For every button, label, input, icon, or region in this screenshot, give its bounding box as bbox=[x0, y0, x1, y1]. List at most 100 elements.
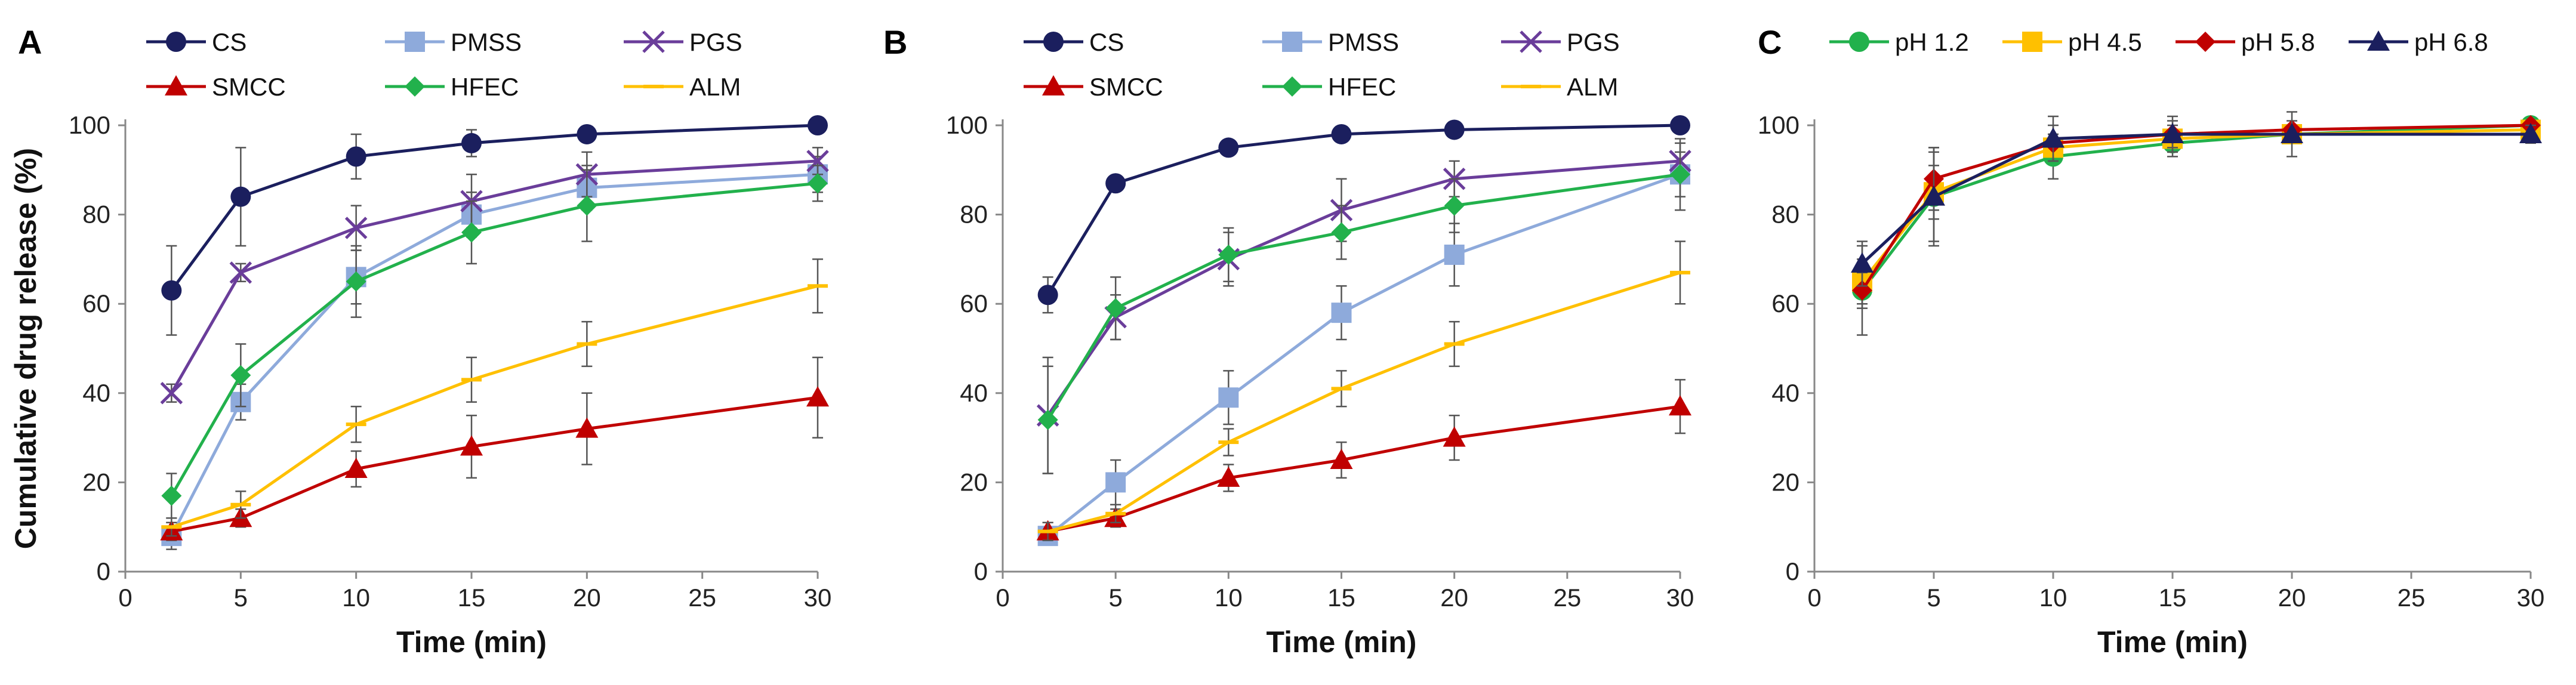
x-tick-label: 0 bbox=[1807, 584, 1821, 612]
data-point bbox=[161, 280, 182, 301]
x-tick-label: 10 bbox=[2039, 584, 2067, 612]
legend-label: pH 5.8 bbox=[2241, 28, 2315, 56]
y-tick-label: 40 bbox=[960, 379, 988, 407]
legend-label: PGS bbox=[1567, 28, 1620, 56]
data-point bbox=[1105, 298, 1126, 319]
data-point bbox=[1443, 426, 1466, 447]
data-point bbox=[1037, 285, 1058, 306]
y-tick-label: 40 bbox=[82, 379, 110, 407]
legend-marker bbox=[1282, 76, 1302, 97]
y-tick-label: 80 bbox=[1771, 200, 1799, 229]
legend-label: PMSS bbox=[451, 28, 522, 56]
legend-item: pH 1.2 bbox=[1829, 28, 1969, 56]
series-smcc bbox=[1036, 379, 1691, 541]
data-point bbox=[1331, 303, 1352, 323]
y-tick-label: 20 bbox=[1771, 468, 1799, 496]
series-hfec bbox=[1037, 138, 1690, 474]
legend-item: PGS bbox=[624, 28, 742, 56]
data-point bbox=[1331, 222, 1352, 243]
legend-item: ALM bbox=[1501, 73, 1618, 101]
data-point bbox=[577, 195, 597, 216]
x-axis-title: Time (min) bbox=[2097, 625, 2248, 659]
series-line bbox=[171, 396, 818, 533]
x-tick-label: 5 bbox=[1927, 584, 1940, 612]
series-line bbox=[1046, 172, 1681, 421]
series-line bbox=[1047, 271, 1681, 533]
data-point bbox=[461, 132, 482, 153]
series-line bbox=[1046, 124, 1681, 296]
y-tick-label: 100 bbox=[1758, 111, 1799, 139]
data-point bbox=[1669, 395, 1691, 416]
legend-item: CS bbox=[146, 28, 246, 56]
x-axis-title: Time (min) bbox=[396, 625, 547, 659]
legend-item: SMCC bbox=[1024, 73, 1163, 101]
data-point bbox=[229, 261, 252, 284]
data-point bbox=[577, 124, 597, 144]
x-tick-label: 20 bbox=[573, 584, 601, 612]
series-pgs bbox=[160, 147, 829, 405]
legend-marker bbox=[1043, 32, 1064, 52]
legend-item: pH 5.8 bbox=[2176, 28, 2315, 56]
legend-marker bbox=[405, 76, 425, 97]
series-ph-5-8 bbox=[1852, 115, 2541, 309]
x-tick-label: 15 bbox=[2159, 584, 2187, 612]
legend-label: pH 1.2 bbox=[1895, 28, 1969, 56]
series-ph-1-2 bbox=[1852, 115, 2541, 336]
x-tick-label: 30 bbox=[804, 584, 832, 612]
legend-marker bbox=[165, 75, 187, 95]
series-line bbox=[170, 181, 818, 497]
data-point bbox=[2281, 122, 2303, 143]
series-ph-6-8 bbox=[1851, 111, 2542, 287]
series-line bbox=[1861, 132, 2531, 265]
x-tick-label: 30 bbox=[2517, 584, 2545, 612]
legend-label: pH 4.5 bbox=[2068, 28, 2142, 56]
series-smcc bbox=[160, 356, 829, 541]
data-point bbox=[161, 485, 182, 506]
x-tick-label: 10 bbox=[342, 584, 370, 612]
y-tick-label: 0 bbox=[97, 557, 110, 585]
data-point bbox=[1444, 119, 1465, 140]
series-line bbox=[1046, 159, 1681, 416]
data-point bbox=[230, 365, 251, 385]
legend-label: CS bbox=[212, 28, 246, 56]
data-point bbox=[1331, 124, 1352, 144]
panel-letter: C bbox=[1758, 23, 1782, 61]
data-point bbox=[344, 457, 368, 478]
series-hfec bbox=[161, 165, 828, 519]
y-tick-label: 40 bbox=[1771, 379, 1799, 407]
data-point bbox=[1037, 409, 1058, 430]
legend-item: pH 4.5 bbox=[2002, 28, 2142, 56]
data-point bbox=[461, 222, 482, 243]
legend-label: SMCC bbox=[1089, 73, 1163, 101]
y-tick-label: 60 bbox=[82, 289, 110, 317]
x-tick-label: 0 bbox=[996, 584, 1009, 612]
series-line bbox=[1861, 128, 2531, 283]
panel-C: C 0 20 40 60 80 100 0 5 10 15 20 25 30 Time (min) pH 1.… bbox=[1758, 23, 2544, 659]
legend-label: PGS bbox=[689, 28, 742, 56]
data-point bbox=[1851, 252, 1874, 273]
data-point bbox=[808, 173, 828, 194]
legend-marker bbox=[642, 30, 665, 53]
panel-A: A 0 20 40 60 80 100 0 5 10 15 20 25 30 Time (min) Cumul… bbox=[9, 23, 831, 659]
x-tick-label: 25 bbox=[2398, 584, 2426, 612]
legend-item: SMCC bbox=[146, 73, 286, 101]
series-line bbox=[170, 159, 818, 394]
x-tick-label: 5 bbox=[1108, 584, 1122, 612]
data-point bbox=[1218, 137, 1239, 158]
legend-item: HFEC bbox=[1262, 73, 1396, 101]
legend-label: ALM bbox=[1567, 73, 1618, 101]
data-point bbox=[2161, 122, 2184, 143]
x-tick-label: 30 bbox=[1666, 584, 1694, 612]
data-point bbox=[1670, 164, 1690, 185]
data-point bbox=[1444, 195, 1465, 216]
series-cs bbox=[161, 115, 828, 336]
data-point bbox=[808, 115, 828, 135]
legend-item: HFEC bbox=[385, 73, 519, 101]
legend-label: HFEC bbox=[451, 73, 519, 101]
data-point bbox=[346, 146, 366, 167]
legend-marker bbox=[1520, 30, 1542, 53]
series-alm bbox=[1037, 240, 1690, 541]
data-point bbox=[806, 150, 829, 172]
legend-label: ALM bbox=[689, 73, 741, 101]
